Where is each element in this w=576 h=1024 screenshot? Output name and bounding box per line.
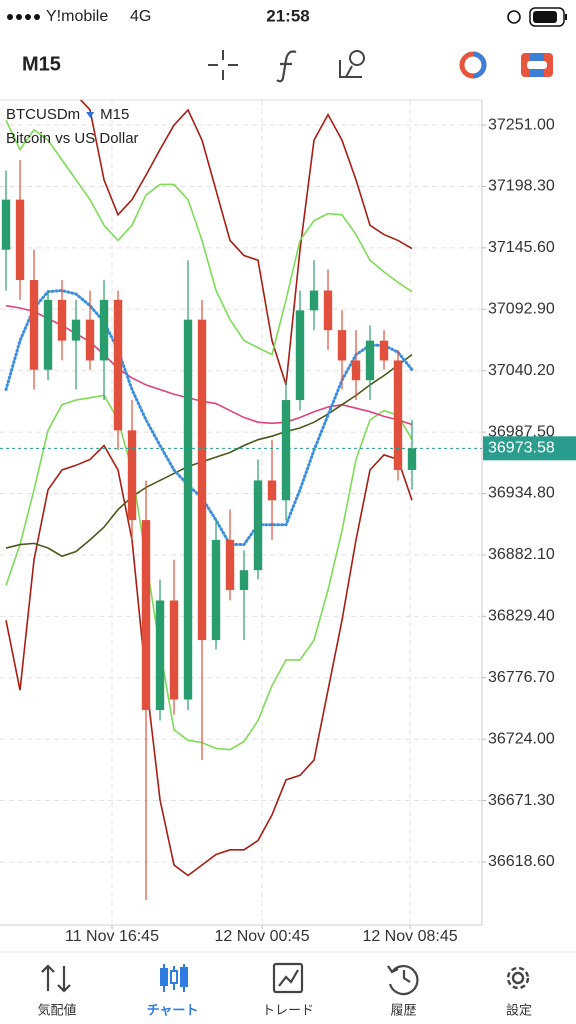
candle-body [365, 340, 375, 381]
tab-label[interactable]: チャート [147, 1002, 199, 1017]
candle-body [43, 299, 53, 370]
y-tick-label: 36829.40 [488, 608, 555, 625]
grid [0, 100, 482, 925]
candle-body [113, 299, 123, 431]
clock: 21:58 [266, 6, 309, 25]
candle-body [281, 400, 291, 501]
symbol: BTCUSDm [6, 106, 80, 123]
tab-label[interactable]: トレード [262, 1002, 314, 1017]
candle-body [57, 299, 67, 341]
candle-body [239, 570, 249, 590]
y-tick-label: 36671.30 [488, 792, 555, 809]
indicators-button[interactable] [276, 50, 297, 83]
indicator-line [79, 100, 413, 386]
trade-tab-icon[interactable] [272, 962, 304, 994]
settings-tab-icon[interactable] [506, 966, 530, 990]
candle-body [267, 480, 277, 501]
tab-bar: 気配値 チャート トレード 履歴 設定 [37, 964, 532, 1017]
x-tick-label: 12 Nov 08:45 [362, 928, 457, 945]
status-bar: Y!mobile 4G 21:58 [7, 6, 567, 27]
y-tick-label: 36724.00 [488, 730, 555, 747]
indicator-line [5, 120, 413, 356]
candle-body [295, 310, 305, 401]
x-tick-label: 12 Nov 00:45 [214, 928, 309, 945]
history-tab-icon[interactable] [387, 965, 419, 996]
y-tick-label: 36776.70 [488, 669, 555, 686]
y-tick-label: 37145.60 [488, 239, 555, 256]
price-label-box [483, 436, 576, 461]
candle-body [15, 199, 25, 281]
candle-body [379, 340, 389, 361]
y-tick-label: 37251.00 [488, 116, 555, 133]
chart-tab-icon[interactable] [160, 964, 188, 992]
plot-area [0, 100, 482, 900]
indicator-line [4, 289, 414, 547]
timeframe-button[interactable]: M15 [22, 53, 61, 75]
candle-body [225, 539, 235, 590]
chart-timeframe: M15 [100, 106, 129, 123]
y-tick-label: 36882.10 [488, 546, 555, 563]
candle-body [155, 600, 165, 711]
price-label: 36973.58 [488, 440, 555, 457]
candle-body [99, 299, 109, 361]
network: 4G [130, 8, 151, 25]
indicator-line [5, 394, 413, 751]
crosshair-button[interactable] [208, 50, 238, 80]
candle-body [71, 319, 81, 341]
candle-body [183, 319, 193, 700]
candle-body [127, 430, 137, 521]
axes: 37251.00 37198.30 37145.60 37092.90 37040.20… [65, 116, 576, 945]
candle-body [337, 330, 347, 361]
y-tick-label: 37040.20 [488, 362, 555, 379]
indicator-line [5, 444, 413, 877]
x-tick-label: 11 Nov 16:45 [65, 928, 159, 945]
candle-body [253, 480, 263, 571]
quotes-tab-icon[interactable] [42, 966, 71, 991]
candle-body [197, 319, 207, 641]
y-tick-label: 36618.60 [488, 853, 555, 870]
account-button[interactable] [459, 51, 487, 79]
toolbar: M15 [22, 50, 553, 83]
tab-label[interactable]: 設定 [506, 1002, 532, 1017]
tab-label[interactable]: 気配値 [37, 1002, 76, 1017]
y-tick-label: 37198.30 [488, 178, 555, 195]
trade-button[interactable] [521, 53, 553, 77]
candle-body [211, 539, 221, 641]
candle-body [169, 600, 179, 700]
candle-body [1, 199, 11, 250]
symbol-description: Bitcoin vs US Dollar [6, 130, 139, 147]
candle-body [29, 280, 39, 370]
symbol-dropdown[interactable] [86, 112, 95, 118]
y-tick-label: 36987.50 [488, 423, 555, 440]
candle-body [407, 448, 417, 470]
carrier: Y!mobile [46, 8, 108, 25]
objects-button[interactable] [339, 50, 365, 78]
candle-body [351, 360, 361, 381]
indicator-line [5, 353, 413, 558]
tab-label[interactable]: 履歴 [390, 1002, 416, 1017]
chart: 37251.00 37198.30 37145.60 37092.90 37040.20… [0, 99, 576, 945]
y-tick-label: 37092.90 [488, 300, 555, 317]
candle-body [85, 319, 95, 361]
candle-body [323, 290, 333, 331]
y-tick-label: 36934.80 [488, 485, 555, 502]
candle-body [141, 520, 151, 711]
candle-body [309, 290, 319, 311]
candle-body [393, 360, 403, 470]
